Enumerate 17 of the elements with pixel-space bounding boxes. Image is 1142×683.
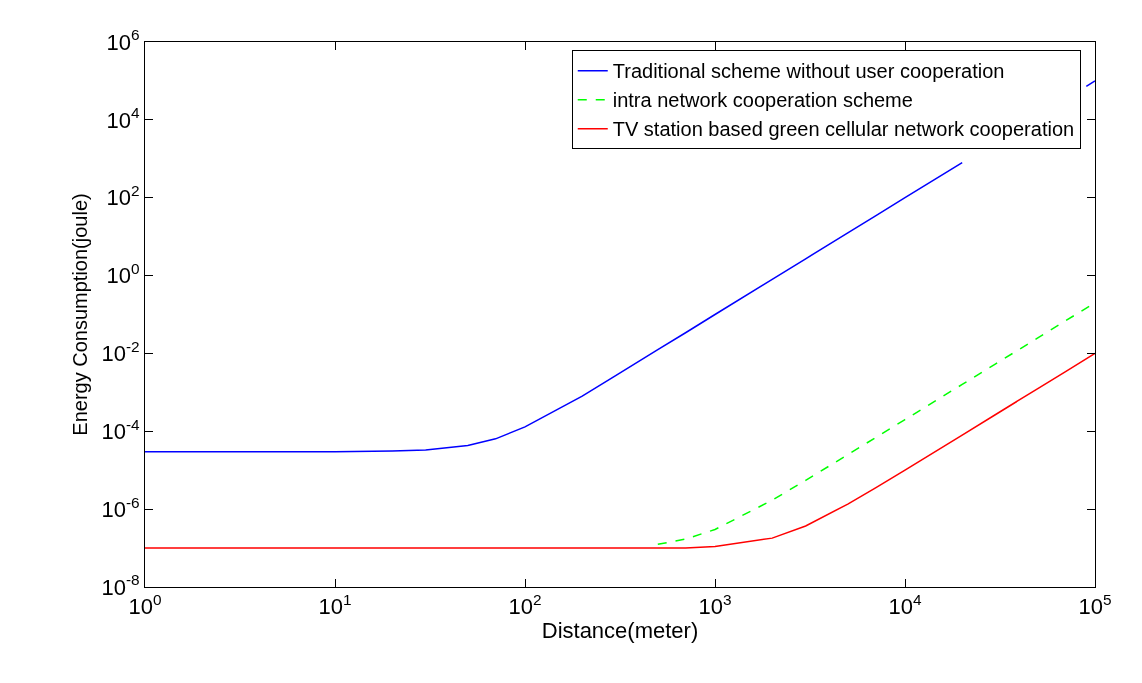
y-tick-label: 10$^{4}$: [106, 104, 141, 133]
y-axis-title: Energy Consumption(joule): [68, 193, 91, 436]
legend-label: Traditional scheme without user cooperation: [612, 60, 1005, 83]
y-tick-label: 10$^{-2}$: [101, 337, 140, 367]
y-tick-label: 10$^{0}$: [106, 260, 140, 289]
x-axis-title: Distance(meter): [541, 618, 699, 644]
x-tick-label: 10$^{1}$: [318, 591, 352, 620]
legend-label: TV station based green cellular network cooperation: [612, 118, 1075, 141]
x-tick-label: 10$^{4}$: [888, 591, 922, 620]
y-tick-label: 10$^{6}$: [106, 26, 140, 55]
legend-label: intra network cooperation scheme: [612, 89, 913, 112]
x-tick-label: 10$^{2}$: [508, 591, 542, 620]
y-tick-label: 10$^{2}$: [106, 182, 140, 211]
x-tick-label: 10$^{3}$: [698, 591, 732, 620]
x-tick-label: 10$^{5}$: [1078, 591, 1112, 620]
y-tick-label: 10$^{-6}$: [101, 493, 140, 522]
y-tick-label: 10$^{-4}$: [101, 415, 141, 444]
